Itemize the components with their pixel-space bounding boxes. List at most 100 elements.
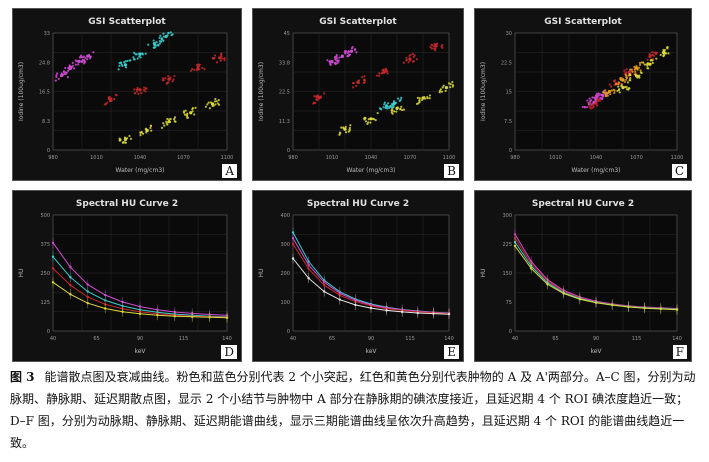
scatter-dot (349, 124, 352, 127)
scatter-dot (599, 93, 603, 96)
scatter-dot (640, 71, 643, 75)
scatter-dot (363, 118, 366, 121)
x-tick-label: 1010 (90, 155, 103, 161)
scatter-dot (171, 80, 174, 83)
scatter-dot (663, 48, 666, 52)
y-axis-label: HU (18, 269, 25, 278)
scatter-dot (629, 79, 632, 82)
chart-title: Spectral HU Curve 2 (76, 199, 178, 209)
scatter-dot (344, 131, 348, 134)
scatter-dot (319, 96, 323, 99)
scatter-dot (165, 82, 168, 85)
scatter-dot (182, 110, 186, 113)
scatter-dot (191, 110, 194, 113)
data-point (369, 117, 373, 121)
scatter-dot (617, 85, 620, 88)
scatter-dot (428, 94, 432, 97)
scatter-dot (213, 54, 217, 57)
scatter-dot (596, 98, 599, 101)
scatter-dot (108, 96, 111, 99)
x-tick-label: 1070 (404, 155, 417, 161)
chart-title: GSI Scatterplot (319, 17, 397, 27)
scatter-dot (429, 46, 432, 49)
scatter-dot (214, 103, 217, 106)
scatter-dot (381, 71, 384, 75)
scatter-dot (597, 94, 600, 97)
figure-panel-c: GSI Scatterplot Water (mg/cm3) Iodine (100… (474, 8, 692, 181)
y-axis-label: Iodine (100ug/cm3) (18, 62, 25, 121)
scatter-dot (643, 63, 646, 66)
scatter-dot (54, 79, 57, 82)
scatter-dot (593, 96, 596, 99)
curve-point (578, 298, 581, 301)
scatter-dot (623, 85, 627, 89)
scatter-dot (136, 57, 139, 60)
scatter-dot (135, 90, 138, 93)
scatter-dot (384, 70, 387, 73)
data-point (621, 86, 625, 90)
curve-point (51, 255, 55, 258)
scatter-dot (347, 50, 351, 53)
scatter-dot (137, 92, 140, 95)
scatter-dot (55, 74, 58, 77)
scatter-dot (119, 61, 122, 64)
y-tick-label: 0 (47, 329, 50, 335)
x-tick-label: 1100 (221, 155, 234, 161)
panel-label-a: A (222, 164, 237, 178)
x-tick-label: 90 (593, 336, 599, 342)
scatter-dot (333, 61, 337, 65)
curve-point (643, 306, 646, 310)
scatter-dot (186, 116, 189, 119)
scatter-dot (440, 90, 444, 93)
scatter-dot (589, 107, 592, 110)
y-tick-label: 33 (44, 31, 50, 37)
curve-point (104, 293, 107, 297)
scatter-dot (217, 99, 220, 102)
hu-curve-d: Spectral HU Curve 2 keV HU 400 65 125 90 250 115… (18, 199, 232, 355)
data-point (648, 62, 652, 66)
x-axis-label: keV (365, 348, 377, 355)
scatter-dot (366, 122, 369, 126)
scatter-dot (396, 97, 400, 100)
scatter-dot (215, 61, 219, 64)
scatter-dot (648, 55, 651, 58)
scatter-dot (118, 64, 121, 67)
scatter-dot (87, 54, 91, 57)
x-tick-label: 115 (632, 336, 642, 342)
scatter-dot (609, 93, 612, 96)
scatter-dot (581, 105, 584, 109)
scatter-dot (186, 112, 189, 115)
scatter-dot (441, 86, 444, 89)
curve-point (51, 281, 55, 284)
scatter-dot (407, 61, 410, 64)
scatter-dot (629, 77, 632, 80)
scatter-dot (196, 63, 199, 66)
scatter-dot (77, 63, 80, 66)
scatter-dot (160, 126, 164, 129)
y-tick-label: 33.8 (279, 60, 290, 66)
scatter-dot (344, 125, 347, 128)
scatter-dot (646, 66, 649, 70)
curve-point (675, 308, 679, 311)
scatter-dot (591, 103, 595, 106)
scatter-dot (361, 75, 364, 79)
scatter-dot (104, 102, 107, 106)
x-tick-label: 140 (672, 336, 682, 342)
y-tick-label: 0 (509, 329, 512, 335)
chart-title: Spectral HU Curve 2 (532, 199, 634, 209)
scatter-dot (77, 60, 80, 63)
scatter-dot (428, 97, 431, 100)
y-tick-label: 500 (40, 213, 50, 219)
scatter-dot (648, 53, 651, 56)
scatter-dot (139, 56, 142, 59)
scatter-dot (339, 132, 342, 135)
x-tick-label: 1010 (549, 155, 562, 161)
scatter-dot (352, 82, 355, 85)
figure-panel-b: GSI Scatterplot Water (mg/cm3) Iodine (100… (252, 8, 464, 181)
scatter-dot (150, 129, 153, 132)
scatter-dot (438, 91, 441, 94)
scatter-dot (149, 126, 152, 130)
x-tick-label: 1040 (365, 155, 378, 161)
scatter-dot (149, 124, 153, 127)
curve-point (191, 315, 194, 319)
